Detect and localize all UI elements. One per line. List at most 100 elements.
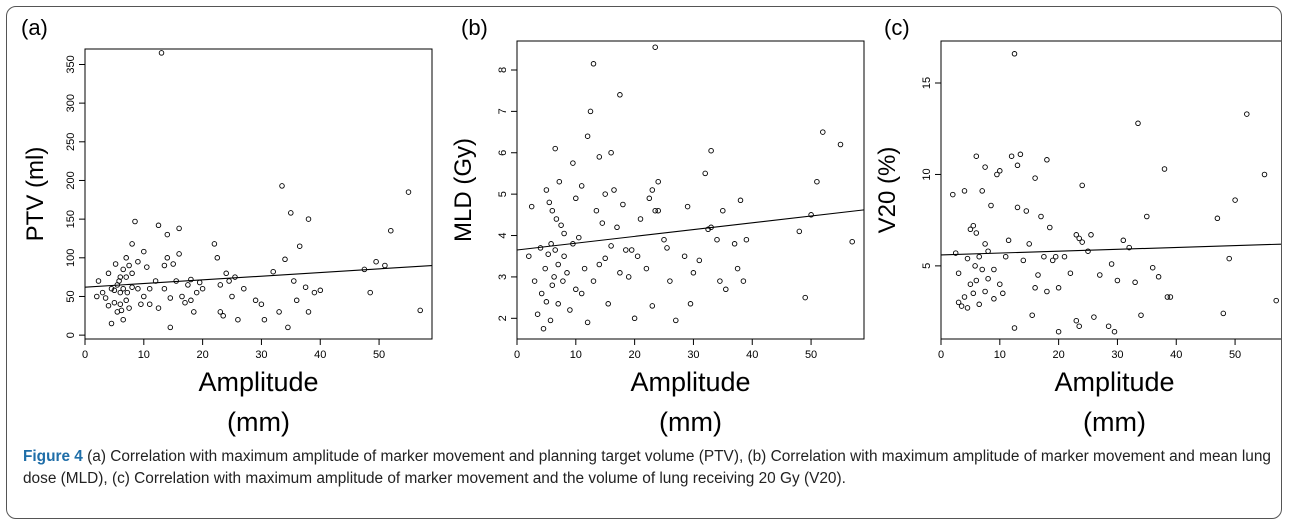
data-point	[734, 265, 741, 272]
data-point	[1135, 120, 1141, 127]
data-point	[543, 299, 550, 305]
data-point	[117, 289, 124, 296]
data-point	[241, 285, 247, 292]
x-tick-label: 50	[373, 349, 385, 361]
data-point	[1167, 294, 1174, 300]
data-point	[972, 263, 978, 269]
data-point	[796, 228, 803, 235]
y-tick-label: 200	[65, 171, 77, 189]
data-point	[611, 187, 617, 193]
data-point	[731, 241, 738, 247]
y-tick-label: 0	[65, 332, 77, 338]
plot-area	[516, 40, 865, 340]
data-point	[164, 231, 171, 238]
data-point	[625, 274, 632, 280]
data-point	[1088, 232, 1094, 238]
data-point	[129, 241, 135, 247]
data-point	[649, 303, 656, 309]
figure-caption: Figure 4 (a) Correlation with maximum am…	[23, 446, 1273, 490]
data-point	[176, 251, 182, 257]
data-point	[1091, 314, 1097, 320]
data-point	[952, 250, 959, 256]
data-point	[282, 256, 288, 263]
data-point	[584, 319, 591, 326]
x-axis-label: Amplitude	[1054, 367, 1174, 397]
data-point	[1017, 151, 1024, 158]
data-point	[720, 207, 726, 214]
data-point	[681, 253, 688, 259]
data-point	[808, 212, 814, 218]
data-point	[617, 92, 623, 98]
data-point	[1041, 253, 1047, 260]
data-point	[1020, 257, 1027, 264]
x-tick-label: 0	[514, 349, 520, 361]
data-point	[105, 270, 112, 277]
caption-label: Figure 4	[23, 448, 83, 465]
data-point	[593, 207, 600, 214]
data-point	[717, 278, 723, 284]
data-point	[964, 305, 971, 311]
data-point	[1055, 328, 1062, 335]
x-tick-label: 40	[1170, 349, 1182, 361]
data-point	[558, 222, 564, 228]
data-point	[637, 216, 644, 222]
panel-label: (a)	[21, 15, 48, 40]
data-point	[958, 303, 965, 309]
y-tick-label: 5	[497, 191, 509, 197]
data-point	[258, 301, 265, 307]
data-point	[570, 160, 576, 166]
data-point	[1120, 237, 1127, 244]
data-point	[214, 255, 221, 261]
data-point	[702, 170, 708, 177]
data-point	[549, 207, 556, 214]
x-tick-label: 30	[1111, 349, 1123, 361]
data-point	[596, 154, 603, 160]
data-point	[155, 305, 162, 311]
data-point	[141, 248, 147, 255]
data-point	[152, 278, 159, 284]
data-point	[687, 301, 694, 307]
data-point	[531, 278, 538, 284]
data-point	[997, 281, 1003, 287]
x-axis-label: Amplitude	[630, 367, 750, 397]
data-point	[161, 262, 168, 269]
data-point	[1149, 264, 1156, 271]
y-tick-label: 6	[497, 150, 509, 156]
data-point	[1114, 277, 1121, 284]
data-point	[188, 297, 194, 304]
data-point	[117, 274, 124, 280]
data-point	[382, 262, 388, 269]
data-point	[537, 245, 544, 251]
data-point	[1085, 248, 1091, 254]
data-point	[802, 294, 808, 301]
data-point	[1076, 323, 1082, 329]
data-point	[538, 290, 545, 297]
data-point	[743, 236, 750, 243]
data-point	[108, 285, 115, 292]
data-point	[220, 313, 226, 319]
data-point	[123, 255, 129, 261]
data-point	[193, 289, 200, 296]
data-point	[994, 171, 1000, 178]
data-point	[551, 274, 557, 280]
data-point	[211, 241, 218, 247]
data-point	[361, 266, 368, 273]
data-point	[1023, 208, 1030, 214]
data-point	[1011, 51, 1018, 57]
regression-line	[516, 209, 865, 251]
y-axis-label: PTV (ml)	[22, 147, 49, 242]
data-point	[1049, 257, 1056, 264]
data-point	[617, 270, 623, 276]
data-point	[146, 285, 153, 292]
data-point	[578, 290, 585, 297]
data-point	[714, 236, 720, 243]
data-point	[643, 265, 650, 272]
data-point	[973, 153, 980, 159]
data-point	[1273, 297, 1279, 304]
data-point	[560, 278, 566, 284]
data-point	[188, 276, 194, 283]
data-point	[970, 222, 977, 229]
data-point	[302, 284, 309, 290]
data-point	[1047, 224, 1053, 231]
data-point	[723, 286, 729, 293]
